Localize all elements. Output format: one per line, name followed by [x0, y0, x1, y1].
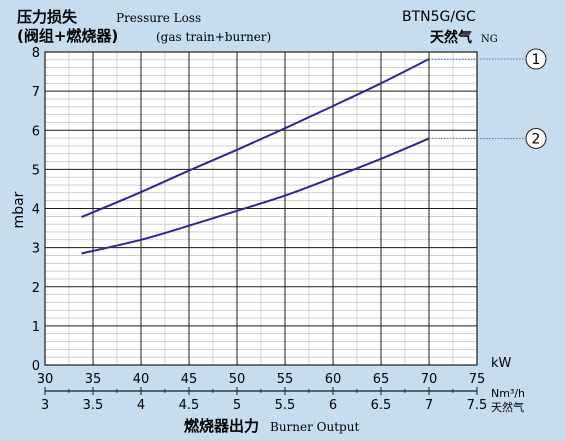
x-tick-label: 65 [373, 372, 390, 387]
x-tick-label: 50 [229, 372, 246, 387]
x2-tick-label: 6 [329, 398, 337, 413]
plot-border [44, 51, 478, 366]
y-tick-label: 4 [32, 203, 40, 218]
y-tick-label: 7 [32, 85, 40, 100]
y-tick-label: 6 [32, 124, 40, 139]
y-tick-label: 1 [32, 320, 40, 335]
x-axis-unit-kw: kW [491, 356, 512, 371]
x2-tick-label: 6.5 [371, 398, 392, 413]
series-marker-2 [525, 127, 547, 149]
series-line-2 [81, 137, 430, 255]
y-tick-label: 3 [32, 242, 40, 257]
x2-axis-unit-cn: 天然气 [491, 400, 524, 414]
series-label-2: 2 [532, 131, 541, 147]
chart-title-en: Pressure Loss [116, 11, 201, 25]
series-label-1: 1 [532, 52, 541, 68]
series-line-1 [81, 58, 430, 219]
x2-tick-label: 4 [137, 398, 145, 413]
x-tick-label: 45 [181, 372, 198, 387]
x-tick-label: 60 [325, 372, 342, 387]
series-marker-1 [525, 48, 547, 70]
model-label: BTN5G/GC [402, 9, 476, 25]
chart-subtitle-en: (gas train+burner) [156, 30, 271, 44]
fuel-label-cn: 天然气 [430, 29, 472, 46]
y-tick-label: 5 [32, 163, 40, 178]
x2-axis-unit: Nm³/h [491, 387, 525, 400]
x2-tick-label: 5.5 [275, 398, 296, 413]
chart-title-cn: 压力损失 [17, 8, 78, 26]
x-tick-label: 30 [37, 372, 54, 387]
x-axis-title-cn: 燃烧器出力 [184, 417, 259, 435]
x-tick-label: 35 [85, 372, 102, 387]
x2-tick-label: 7.5 [467, 398, 488, 413]
series-layer [81, 58, 430, 255]
y-tick-label: 8 [32, 46, 40, 61]
series-callouts: 12 [429, 48, 547, 149]
axes [44, 51, 478, 395]
x2-tick-label: 5 [233, 398, 241, 413]
y-tick-label: 2 [32, 281, 40, 296]
x2-tick-label: 3.5 [83, 398, 104, 413]
x-axis-title-en: Burner Output [270, 420, 359, 434]
x-tick-label: 55 [277, 372, 294, 387]
y-axis-label: mbar [11, 191, 27, 228]
x2-tick-label: 7 [425, 398, 433, 413]
x-tick-label: 70 [421, 372, 438, 387]
x-tick-label: 75 [469, 372, 486, 387]
fuel-label-en: NG [481, 34, 498, 45]
x2-tick-label: 4.5 [179, 398, 200, 413]
y-tick-label: 0 [32, 359, 40, 374]
x-tick-label: 40 [133, 372, 150, 387]
x2-tick-label: 3 [41, 398, 49, 413]
chart-subtitle-cn: (阀组+燃烧器) [17, 27, 118, 45]
